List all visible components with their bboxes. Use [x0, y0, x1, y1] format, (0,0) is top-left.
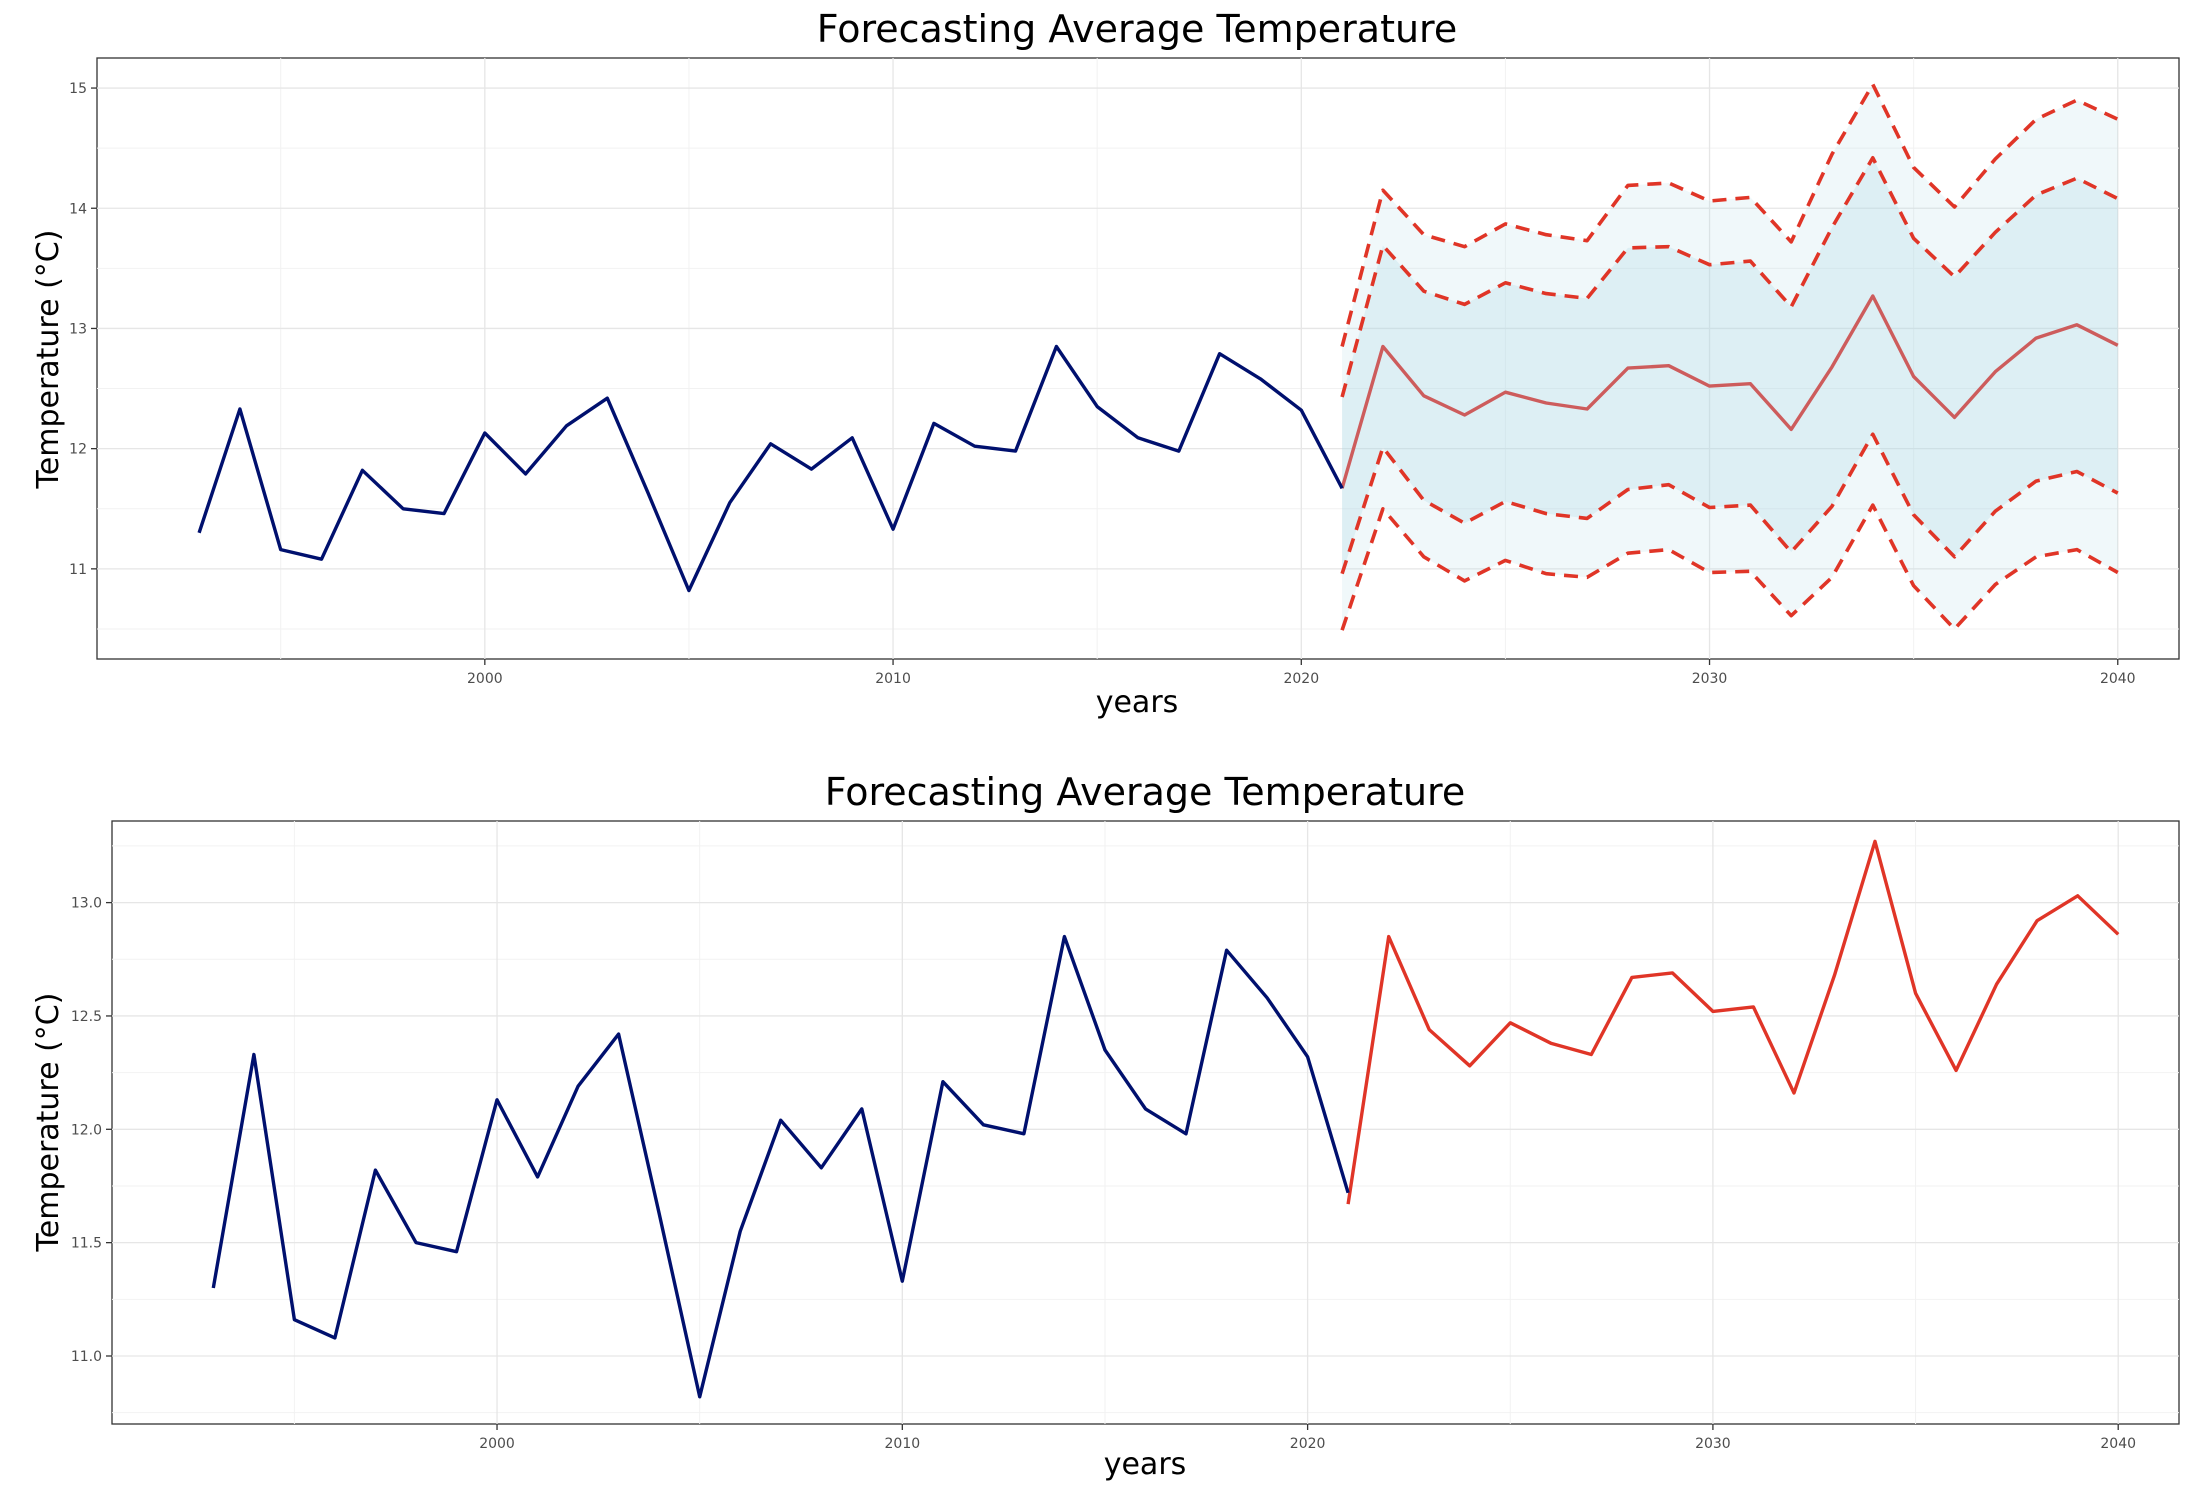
chart-1-interval-band	[1342, 84, 2118, 631]
chart-1-interval-hi80-line	[1340, 156, 2119, 398]
chart-1-interval-95-area	[1342, 84, 2118, 631]
chart-2-forecast-line	[1346, 839, 2120, 1205]
chart-2-y-tick-label: 12.0	[71, 1122, 102, 1138]
chart-1-title: Forecasting Average Temperature	[817, 7, 1457, 51]
chart-2-y-tick-label: 11.0	[71, 1349, 102, 1365]
chart-1-x-tick-label: 2040	[2100, 671, 2136, 687]
chart-1-x-axis-title: years	[1096, 685, 1179, 720]
chart-2-panel	[111, 820, 2180, 1425]
chart-1-axes: 2000 2010 2020 2030 2040 11 12 13 14 15	[69, 81, 2135, 687]
chart-1: Forecasting Average Temperature 2000 2010…	[31, 7, 2180, 720]
chart-1-history-line	[197, 344, 1344, 593]
chart-1-y-tick-label: 11	[69, 562, 87, 578]
chart-2-history-line	[211, 934, 1350, 1399]
chart-1-y-tick-label: 12	[69, 442, 87, 458]
chart-2-x-tick-label: 2020	[1290, 1436, 1326, 1452]
chart-1-interval-lo80-line	[1340, 432, 2119, 575]
chart-2-x-tick-label: 2010	[885, 1436, 921, 1452]
chart-2-y-tick-label: 12.5	[71, 1009, 102, 1025]
chart-2-y-tick-label: 13.0	[71, 896, 102, 912]
chart-1-forecast-mean-line	[1340, 294, 2119, 489]
chart-2-y-tick-label: 11.5	[71, 1236, 102, 1252]
chart-1-x-tick-label: 2000	[467, 671, 503, 687]
chart-2-axes: 2000 2010 2020 2030 2040 11.0 11.5 12.0 12.5 13.0	[71, 896, 2136, 1452]
chart-1-series	[197, 82, 2119, 631]
chart-2-x-tick-label: 2040	[2100, 1436, 2136, 1452]
chart-1-y-tick-label: 14	[69, 201, 87, 217]
chart-2-grid	[112, 821, 2179, 1424]
chart-1-x-tick-label: 2030	[1692, 671, 1728, 687]
chart-2-x-tick-label: 2000	[479, 1436, 515, 1452]
chart-2-series	[211, 839, 2120, 1399]
chart-1-interval-lo95-line	[1340, 503, 2119, 631]
chart-1-x-tick-label: 2010	[875, 671, 911, 687]
chart-2-title: Forecasting Average Temperature	[825, 770, 1465, 814]
chart-1-y-tick-label: 13	[69, 321, 87, 337]
chart-2-x-tick-label: 2030	[1695, 1436, 1731, 1452]
chart-2-x-axis-title: years	[1104, 1447, 1187, 1482]
chart-2-y-axis-title: Temperature (°C)	[31, 993, 66, 1253]
chart-1-x-tick-label: 2020	[1283, 671, 1319, 687]
chart-1-y-axis-title: Temperature (°C)	[31, 230, 66, 490]
chart-2: Forecasting Average Temperature 2000 2010…	[31, 770, 2180, 1482]
chart-1-interval-80-area	[1342, 157, 2118, 574]
chart-1-y-tick-label: 15	[69, 81, 87, 97]
